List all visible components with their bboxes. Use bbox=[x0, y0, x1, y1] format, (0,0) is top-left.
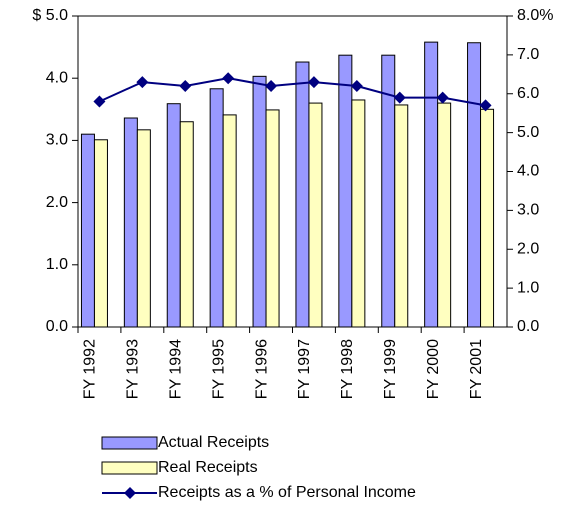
bar bbox=[308, 102, 323, 328]
x-tick-label: FY 1997 bbox=[296, 339, 313, 399]
bar bbox=[80, 133, 95, 328]
x-tick-label: FY 1996 bbox=[253, 339, 270, 399]
bar bbox=[179, 121, 194, 328]
x-tick-label: FY 2001 bbox=[468, 339, 485, 399]
line-marker bbox=[350, 79, 363, 92]
line-marker bbox=[179, 79, 192, 92]
line-marker bbox=[393, 91, 406, 104]
y-tick-label: 3.0 bbox=[46, 132, 68, 149]
bar bbox=[480, 108, 495, 328]
bar bbox=[222, 114, 237, 328]
bar bbox=[424, 41, 439, 328]
y2-tick-label: 2.0 bbox=[517, 240, 539, 257]
bar bbox=[437, 102, 452, 328]
bar bbox=[136, 129, 151, 328]
bar bbox=[338, 54, 353, 328]
y2-tick-label: 6.0 bbox=[517, 85, 539, 102]
x-tick-label: FY 1993 bbox=[125, 339, 142, 399]
bar bbox=[123, 117, 138, 328]
y-tick-label: $ 5.0 bbox=[32, 7, 68, 24]
legend-swatch bbox=[101, 436, 158, 450]
y2-tick-label: 8.0% bbox=[517, 7, 553, 24]
y2-tick-label: 5.0 bbox=[517, 124, 539, 141]
y-tick-label: 0.0 bbox=[46, 318, 68, 335]
y2-tick-label: 3.0 bbox=[517, 202, 539, 219]
y2-tick-label: 4.0 bbox=[517, 163, 539, 180]
line bbox=[99, 77, 486, 107]
x-tick-label: FY 1995 bbox=[210, 339, 227, 399]
bar bbox=[351, 99, 366, 328]
legend-swatch bbox=[101, 461, 158, 475]
bar bbox=[467, 42, 482, 328]
y-tick-label: 1.0 bbox=[46, 256, 68, 273]
bar bbox=[252, 75, 267, 328]
x-tick-label: FY 1994 bbox=[167, 339, 184, 399]
bar bbox=[394, 104, 409, 328]
bar bbox=[166, 103, 181, 328]
line-marker bbox=[436, 91, 449, 104]
y2-tick-label: 1.0 bbox=[517, 279, 539, 296]
y2-tick-label: 7.0 bbox=[517, 46, 539, 63]
line-marker bbox=[307, 76, 320, 89]
x-tick-label: FY 2000 bbox=[425, 339, 442, 399]
y-tick-label: 4.0 bbox=[46, 69, 68, 86]
line-marker bbox=[136, 76, 149, 89]
legend-marker bbox=[124, 487, 136, 499]
bar bbox=[93, 139, 108, 328]
bar bbox=[209, 88, 224, 328]
y2-tick-label: 0.0 bbox=[517, 318, 539, 335]
line-marker bbox=[93, 95, 106, 108]
x-tick-label: FY 1992 bbox=[82, 339, 99, 399]
line-marker bbox=[265, 79, 278, 92]
bar bbox=[295, 61, 310, 328]
legend-label: Actual Receipts bbox=[158, 434, 269, 451]
line-marker bbox=[222, 72, 235, 85]
x-tick-label: FY 1998 bbox=[339, 339, 356, 399]
line-marker bbox=[479, 99, 492, 112]
legend-label: Real Receipts bbox=[158, 459, 258, 476]
legend-label: Receipts as a % of Personal Income bbox=[158, 484, 416, 501]
y-tick-label: 2.0 bbox=[46, 194, 68, 211]
x-tick-label: FY 1999 bbox=[382, 339, 399, 399]
bar bbox=[265, 109, 280, 328]
